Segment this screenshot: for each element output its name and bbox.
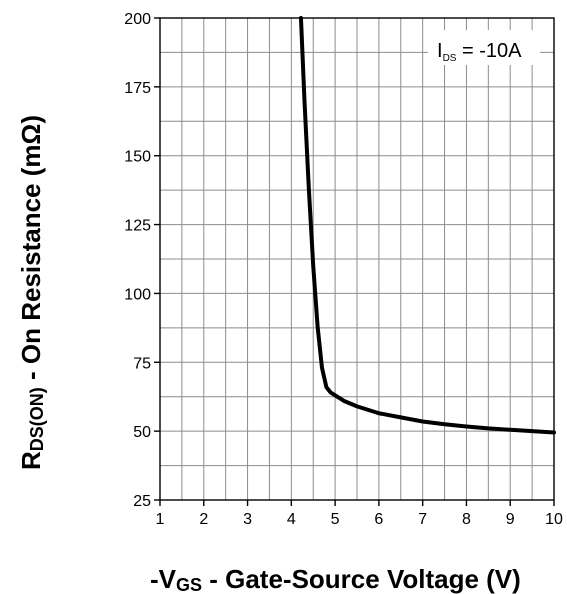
x-tick-labels: 1 2 3 4 5 6 7 8 9 10 xyxy=(156,500,563,528)
y-tick-label: 150 xyxy=(124,149,151,166)
y-tick-label: 100 xyxy=(124,286,151,303)
x-tick-label: 1 xyxy=(156,511,165,528)
x-axis-title: -VGS - Gate-Source Voltage (V) xyxy=(150,564,521,594)
y-tick-labels: 25 50 75 100 125 150 175 200 xyxy=(124,11,160,510)
series-line xyxy=(301,18,554,433)
x-tick-label: 2 xyxy=(199,511,208,528)
y-tick-label: 175 xyxy=(124,80,151,97)
y-tick-label: 75 xyxy=(133,355,151,372)
y-tick-label: 125 xyxy=(124,218,151,235)
x-tick-label: 6 xyxy=(374,511,383,528)
y-tick-label: 50 xyxy=(133,424,151,441)
x-tick-label: 4 xyxy=(287,511,296,528)
x-tick-label: 7 xyxy=(418,511,427,528)
x-tick-label: 9 xyxy=(506,511,515,528)
x-tick-label: 5 xyxy=(331,511,340,528)
y-tick-label: 25 xyxy=(133,493,151,510)
x-tick-label: 8 xyxy=(462,511,471,528)
y-tick-label: 200 xyxy=(124,11,151,28)
y-axis-title: RDS(ON) - On Resistance (mΩ) xyxy=(16,115,47,470)
x-tick-label: 10 xyxy=(545,511,563,528)
x-tick-label: 3 xyxy=(243,511,252,528)
